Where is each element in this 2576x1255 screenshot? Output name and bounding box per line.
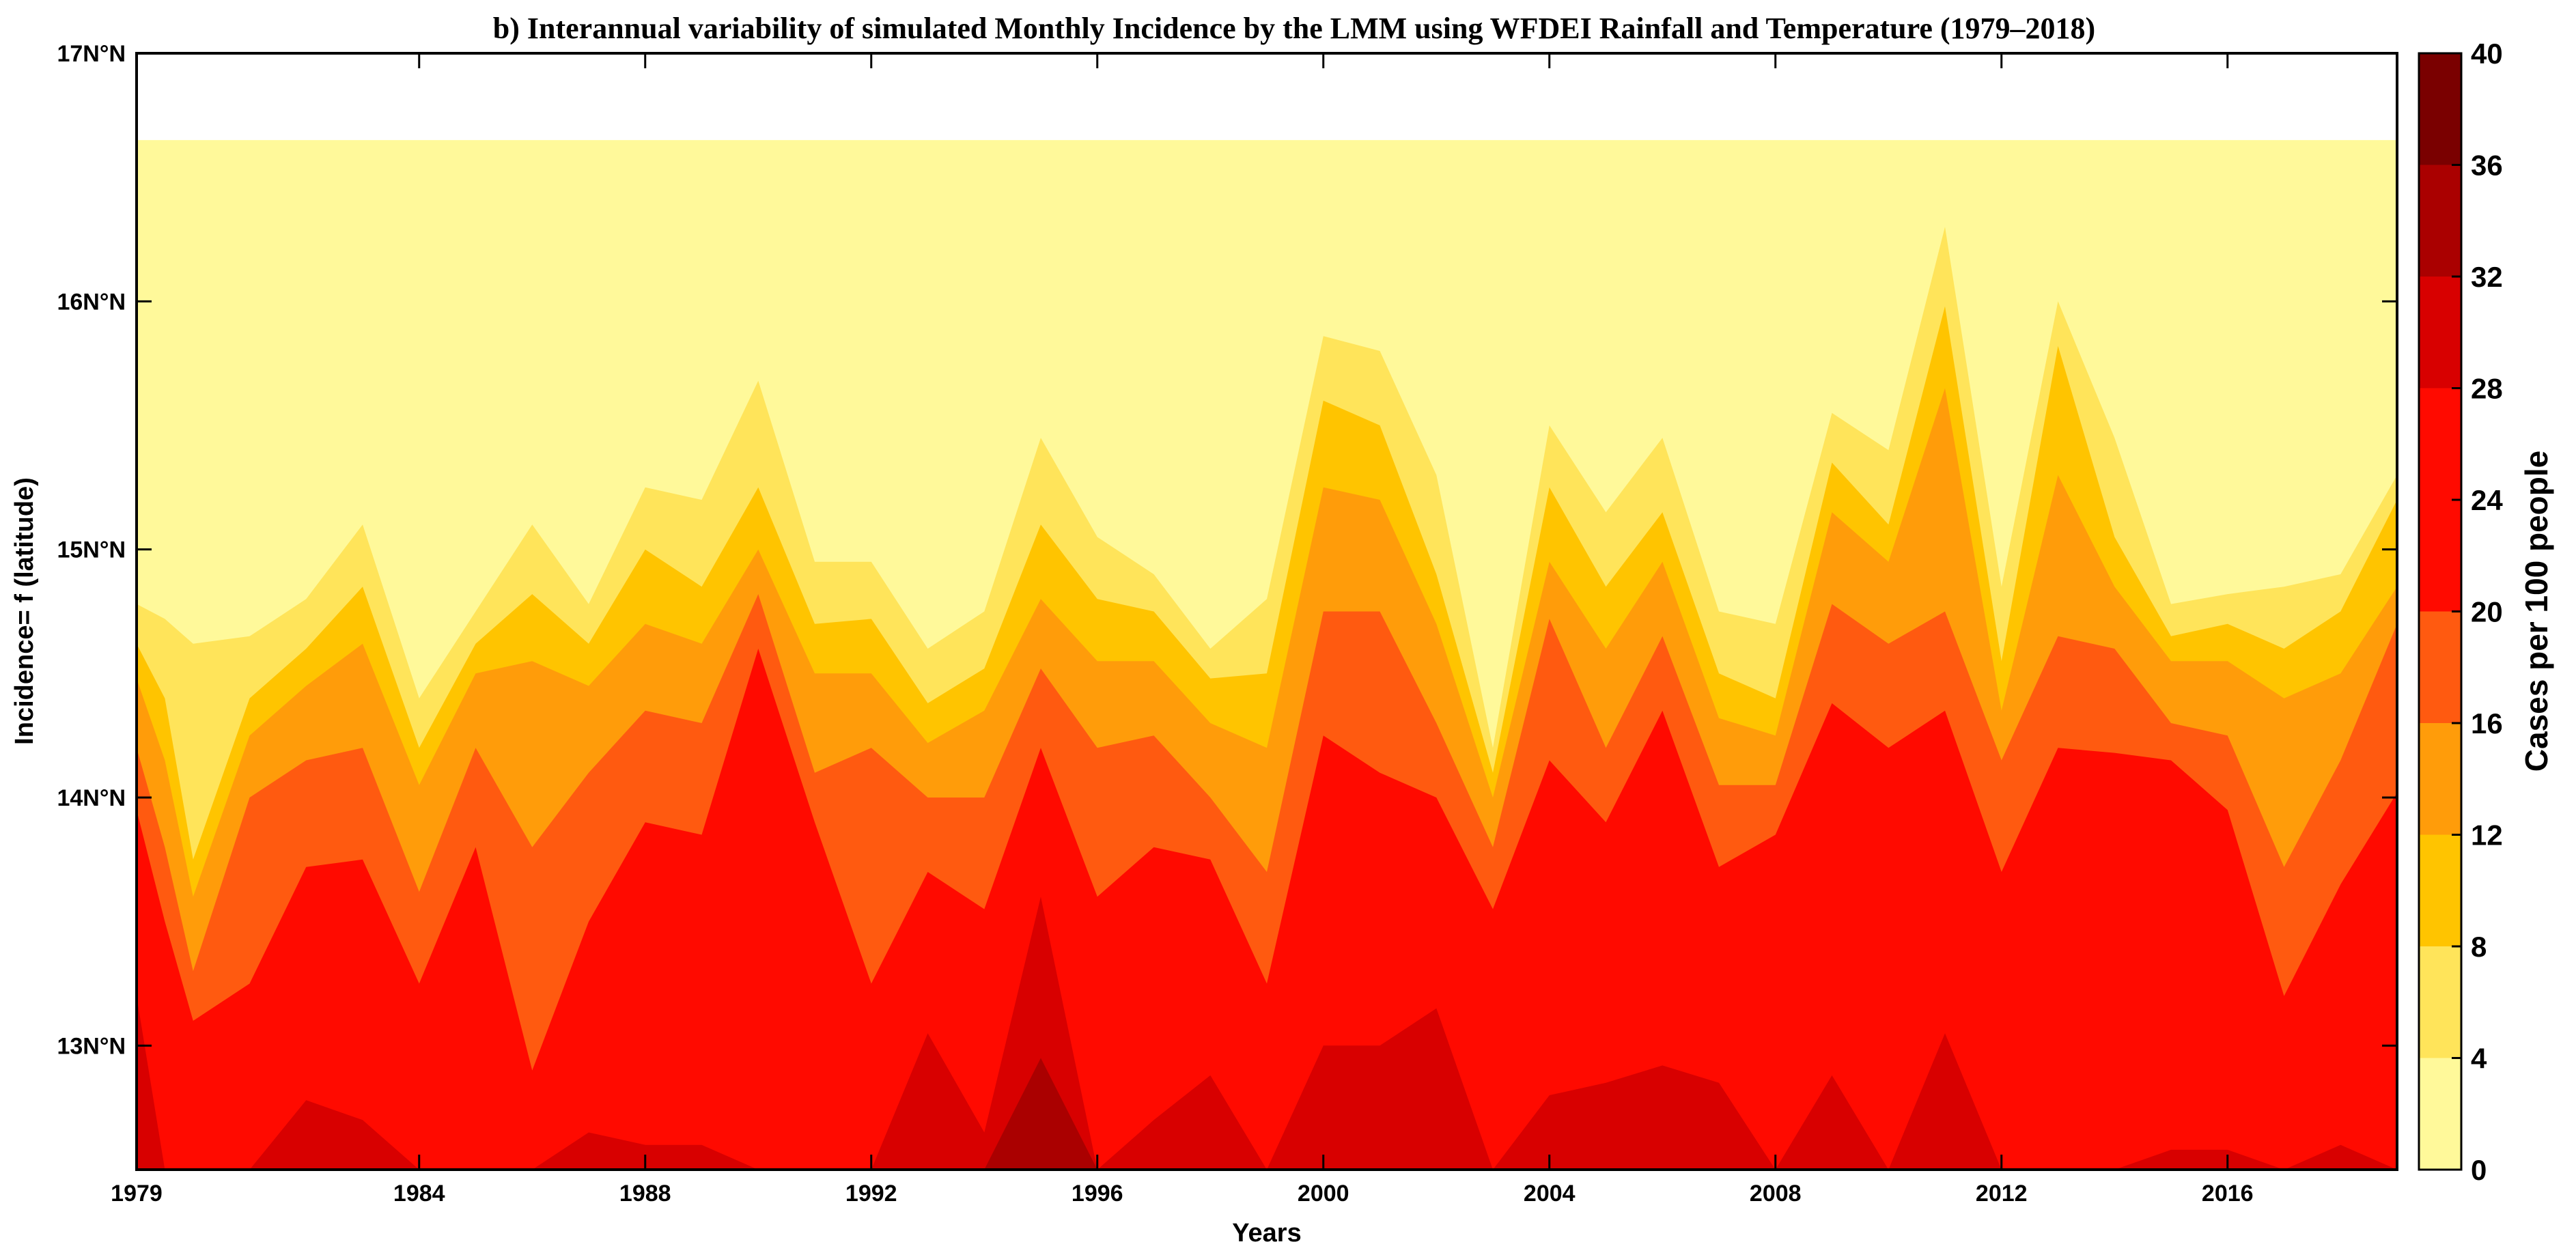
contour-region-28-32 [137, 897, 2397, 1170]
contour-region-20-28 [137, 649, 2397, 1170]
x-tick-label: 2012 [1976, 1181, 2028, 1207]
x-tick-label: 2008 [1750, 1181, 1802, 1207]
colorbar-tick-label: 16 [2471, 707, 2503, 739]
y-tick-label: 13N°N [57, 1033, 126, 1059]
colorbar-tick-label: 28 [2471, 373, 2503, 405]
colorbar-swatch-0-4 [2419, 1058, 2461, 1170]
plot-area [135, 52, 2398, 1171]
colorbar-swatch-4-8 [2419, 946, 2461, 1058]
y-tick-label: 14N°N [57, 785, 126, 811]
x-axis-label: Years [1232, 1219, 1301, 1247]
chart-title: b) Interannual variability of simulated … [493, 12, 2095, 45]
y-tick-label: 17N°N [57, 41, 126, 67]
colorbar-tick-label: 0 [2471, 1154, 2487, 1186]
colorbar-swatch-8-12 [2419, 834, 2461, 946]
colorbar-swatch-12-16 [2419, 723, 2461, 835]
x-axis: 1979 1984 1988 1992 1996 2000 2004 2008 2012 2016 [111, 53, 2254, 1207]
y-axis: 13N°N 14N°N 15N°N 16N°N 17N°N [57, 41, 2397, 1059]
y-tick-label: 16N°N [57, 289, 126, 315]
colorbar-swatch-28-32 [2419, 277, 2461, 389]
colorbar-tick-label: 36 [2471, 150, 2503, 182]
x-tick-label: 2004 [1524, 1181, 1576, 1207]
plot-frame [135, 52, 2398, 1171]
x-tick-label: 1984 [393, 1181, 445, 1207]
colorbar-tick-label: 32 [2471, 261, 2503, 293]
colorbar-swatch-32-36 [2419, 165, 2461, 277]
x-tick-label: 1996 [1072, 1181, 1123, 1207]
colorbar-swatch-16-20 [2419, 611, 2461, 723]
colorbar: 0 4 8 12 16 20 24 28 32 36 40 [2418, 38, 2503, 1186]
colorbar-tick-label: 20 [2471, 596, 2503, 628]
colorbar-tick-label: 40 [2471, 38, 2503, 70]
y-tick-label: 15N°N [57, 537, 126, 563]
colorbar-tick-label: 24 [2471, 484, 2503, 516]
colorbar-label: Cases per 100 people [2519, 451, 2554, 772]
y-axis-label: Incidence= f (latitude) [10, 477, 39, 745]
colorbar-swatch-36-40 [2419, 53, 2461, 165]
x-tick-label: 1979 [111, 1181, 163, 1207]
x-tick-label: 1988 [619, 1181, 671, 1207]
colorbar-tick-label: 8 [2471, 931, 2487, 963]
contour-layers [137, 140, 2397, 1170]
x-tick-label: 1992 [845, 1181, 897, 1207]
x-tick-label: 2000 [1298, 1181, 1349, 1207]
colorbar-tick-label: 12 [2471, 819, 2503, 851]
x-tick-label: 2016 [2202, 1181, 2254, 1207]
colorbar-tick-label: 4 [2471, 1043, 2487, 1075]
